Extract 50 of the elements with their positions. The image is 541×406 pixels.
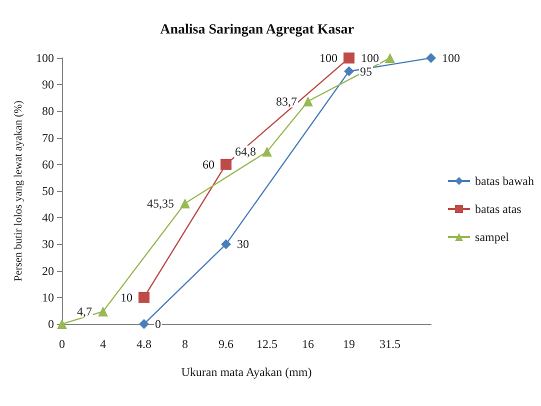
data-label: 64,8 bbox=[235, 144, 256, 159]
y-tick-label: 30 bbox=[42, 237, 54, 252]
chart-title: Analisa Saringan Agregat Kasar bbox=[160, 22, 354, 38]
y-tick-label: 50 bbox=[42, 184, 54, 198]
legend-label: batas bawah bbox=[475, 174, 534, 188]
point bbox=[262, 146, 272, 157]
data-label: 60 bbox=[202, 157, 214, 172]
data-label: 100 bbox=[442, 51, 460, 65]
y-tick-label: 90 bbox=[42, 78, 54, 92]
y-tick-label: 70 bbox=[42, 130, 54, 145]
data-label: 0 bbox=[155, 317, 161, 331]
point bbox=[344, 66, 354, 76]
y-tick-label: 0 bbox=[48, 317, 54, 331]
data-label: 45,35 bbox=[147, 196, 174, 210]
point bbox=[385, 53, 395, 63]
x-tick-label: 12.5 bbox=[256, 337, 278, 351]
data-label: 30 bbox=[237, 237, 249, 252]
point bbox=[98, 306, 108, 316]
y-axis-title: Persen butir lolos yang lewat ayakan (%) bbox=[12, 100, 24, 282]
data-label: 83,7 bbox=[276, 94, 297, 108]
point bbox=[426, 53, 436, 63]
legend-label: batas atas bbox=[475, 202, 522, 216]
y-tick-label: 60 bbox=[42, 157, 54, 172]
point bbox=[139, 319, 149, 329]
data-label: 100 bbox=[320, 51, 338, 65]
x-tick-label: 31.5 bbox=[380, 337, 400, 351]
x-tick-label: 19 bbox=[343, 337, 355, 351]
data-label: 95 bbox=[360, 64, 372, 78]
y-tick-label: 80 bbox=[42, 104, 54, 118]
y-tick-label: 20 bbox=[42, 264, 54, 278]
point bbox=[180, 198, 190, 208]
y-tick-label: 10 bbox=[42, 290, 54, 304]
data-label: 100 bbox=[361, 51, 379, 65]
point bbox=[221, 239, 231, 250]
x-tick-label: 4 bbox=[100, 337, 106, 351]
point bbox=[220, 158, 232, 170]
x-tick-label: 0 bbox=[59, 337, 65, 351]
y-tick-label: 40 bbox=[42, 210, 54, 225]
x-tick-label: 4.8 bbox=[136, 337, 152, 351]
point bbox=[303, 96, 313, 106]
y-tick-label: 100 bbox=[36, 51, 54, 65]
legend-label: sampel bbox=[475, 230, 510, 244]
data-label: 10 bbox=[120, 290, 132, 304]
data-label: 4,7 bbox=[77, 304, 92, 318]
x-tick-label: 9.6 bbox=[218, 337, 234, 351]
point bbox=[138, 292, 150, 303]
x-tick-label: 16 bbox=[302, 337, 314, 351]
point bbox=[344, 52, 354, 64]
x-axis-title: Ukuran mata Ayakan (mm) bbox=[181, 365, 312, 379]
x-tick-label: 8 bbox=[182, 337, 188, 351]
